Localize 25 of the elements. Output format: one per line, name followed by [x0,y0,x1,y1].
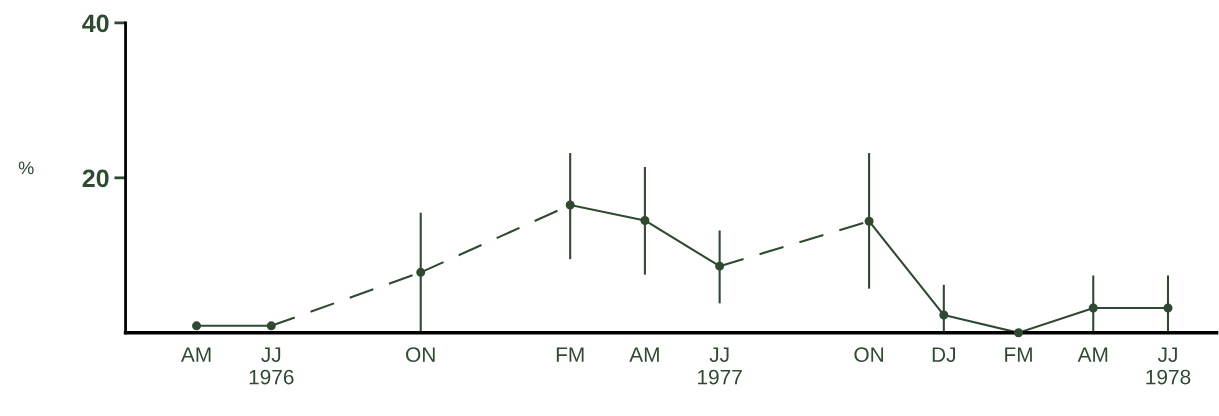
x-tick-label: FM [556,347,584,362]
x-tick-label: JJ 1977 [698,347,742,385]
point [1014,328,1024,338]
x-tick-label: AM [629,347,659,362]
point [864,216,874,226]
point [1088,303,1098,313]
x-tick-label: ON [854,347,884,362]
x-tick-label: DJ [932,347,955,362]
point [266,321,276,331]
point [939,310,949,320]
point [1163,303,1173,313]
x-tick-label: JJ 1978 [1146,347,1191,385]
x-tick-label: FM [1005,347,1032,362]
x-tick-label: JJ 1976 [249,347,294,385]
y-tick-label: 20 [82,169,109,188]
y-tick-label: 40 [82,14,109,33]
point [565,200,575,210]
point [416,267,426,277]
point [640,215,650,225]
x-tick-label: ON [406,347,435,362]
y-axis-title: % [18,161,34,175]
x-tick-label: AM [180,347,211,362]
point [715,261,725,271]
point [192,321,202,331]
x-tick-label: AM [1077,347,1108,362]
